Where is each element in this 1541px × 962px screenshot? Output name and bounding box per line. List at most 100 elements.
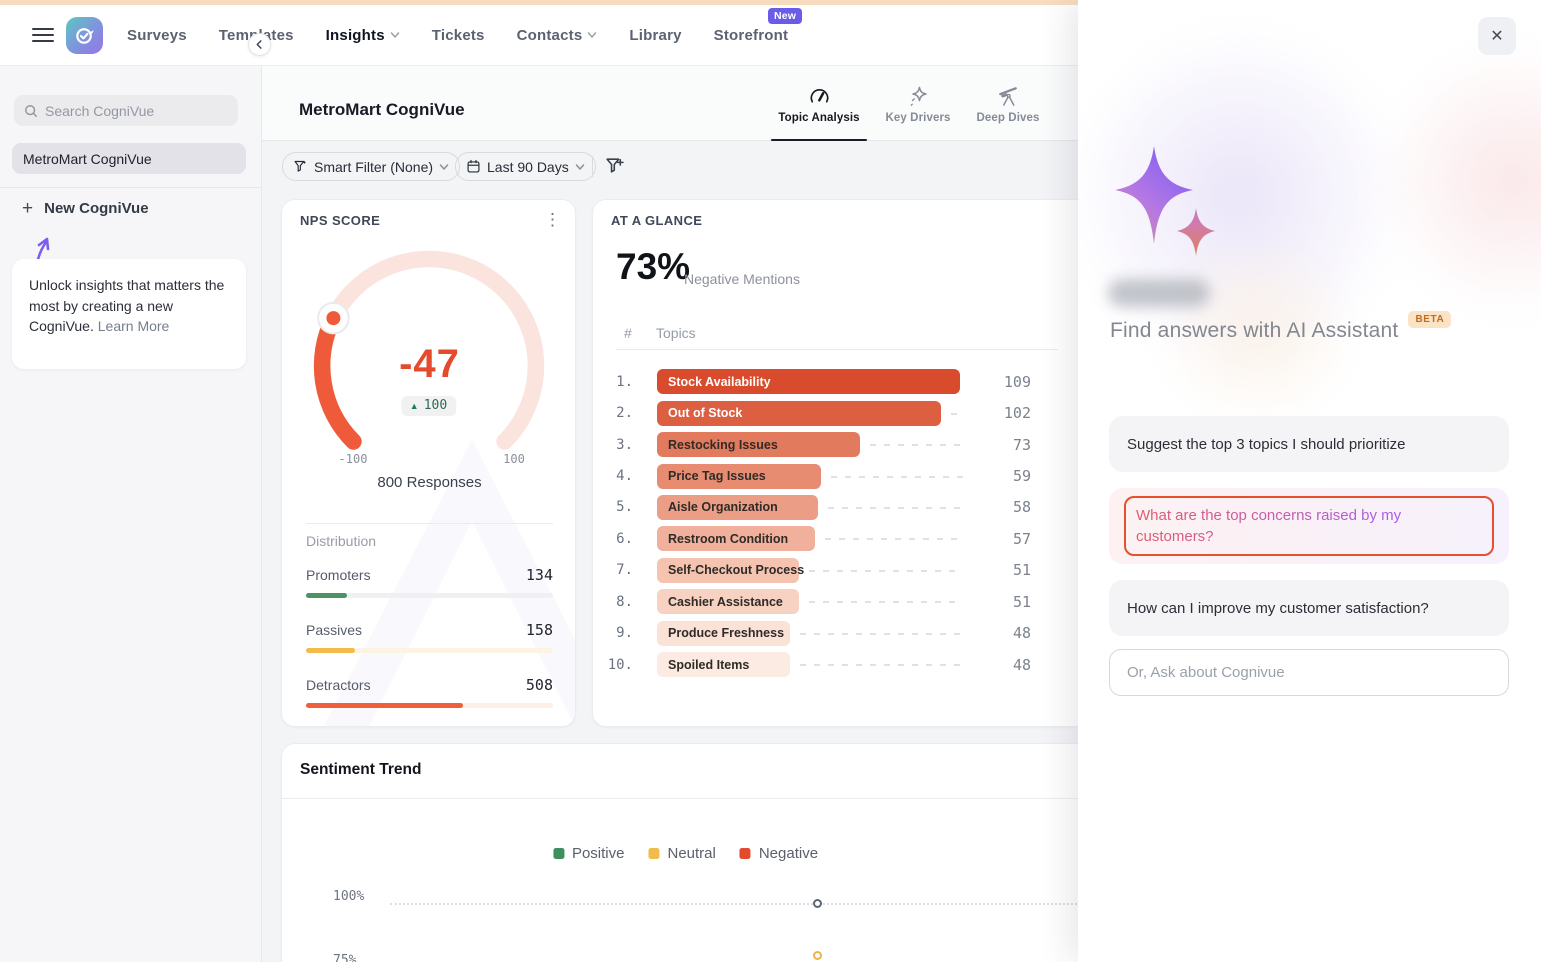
chevron-down-icon [575,163,584,170]
leader-line [828,506,963,509]
smart-filter-button[interactable]: Smart Filter (None) [282,152,461,181]
nav-item-label: Storefront [713,26,789,44]
topic-row-self-checkout-process: 7. Self-Checkout Process 51 [593,555,1089,586]
distribution-label: Passives [306,622,363,638]
suggestion-chip[interactable]: How can I improve my customer satisfacti… [1109,580,1509,636]
topic-bar-area: Restocking Issues [657,432,963,458]
y-tick-75: 75% [333,953,357,962]
topic-rank: 3. [616,436,633,453]
background-blob [1138,250,1378,410]
legend-label: Neutral [667,845,716,862]
leader-line [831,475,963,478]
topic-rank: 9. [616,625,633,642]
nps-delta-value: 100 [423,398,448,413]
topic-value: 102 [1003,404,1031,423]
suggestion-text: Suggest the top 3 topics I should priori… [1127,435,1406,453]
leader-line [809,569,963,572]
search-input[interactable] [45,102,215,119]
sidebar-item-metromart[interactable]: MetroMart CogniVue [12,143,246,174]
distribution-bar-fill [306,703,463,708]
topic-bar[interactable]: Restocking Issues [657,432,860,458]
learn-more-link[interactable]: Learn More [97,318,170,334]
topic-bar-area: Self-Checkout Process [657,557,963,583]
new-cognivue-button[interactable]: + New CogniVue [22,199,149,218]
nps-score-card: NPS SCORE ⋮ -47 ▲ 100 -100 100 800 Respo… [281,199,576,727]
sidebar-collapse-button[interactable] [248,33,271,56]
leader-line [825,538,963,541]
sidebar: MetroMart CogniVue + New CogniVue Unlock… [0,66,262,962]
kebab-menu-icon[interactable]: ⋮ [544,210,561,229]
topic-bar[interactable]: Produce Freshness [657,620,790,646]
topic-value: 57 [1012,529,1031,548]
nav-item-label: Library [629,26,682,44]
gauge-icon [764,84,874,108]
sidebar-divider [0,187,262,188]
nav-item-surveys[interactable]: Surveys [127,27,187,44]
distribution-value: 508 [525,676,553,694]
date-range-button[interactable]: Last 90 Days [455,152,596,181]
negative-mentions-pct: 73% [616,246,691,287]
sentiment-trend-card: Sentiment Trend Positive Neutral Negative … [281,743,1090,962]
nav-item-contacts[interactable]: Contacts [517,27,598,44]
topic-bar[interactable]: Price Tag Issues [657,463,821,489]
date-range-label: Last 90 Days [487,158,569,175]
glance-divider [616,349,1058,350]
topic-bar[interactable]: Self-Checkout Process [657,557,804,583]
tab-topic-analysis[interactable]: Topic Analysis [764,84,874,124]
redacted-text-blur [1108,279,1210,307]
app-logo[interactable] [66,16,103,54]
nav-item-label: Contacts [516,26,583,44]
chevron-down-icon [587,30,597,40]
new-badge: New [767,7,803,24]
nav-item-library[interactable]: Library [629,27,681,44]
topic-rank: 1. [616,373,633,390]
leader-line [800,664,963,667]
topic-rank: 4. [616,468,633,485]
topic-bar[interactable]: Restroom Condition [657,526,815,552]
nps-card-title: NPS SCORE [300,213,381,228]
topic-row-stock-availability: 1. Stock Availability 109 [593,366,1089,397]
beta-badge: BETA [1408,311,1452,328]
nav-item-label: Insights [325,26,385,44]
distribution-bar-fill [306,648,355,653]
ai-sparkles-icon [1115,146,1215,256]
glance-card-title: AT A GLANCE [611,213,703,228]
close-panel-button[interactable]: ✕ [1478,17,1516,55]
topic-rank: 10. [607,656,633,673]
topic-row-restocking-issues: 3. Restocking Issues 73 [593,429,1089,460]
tab-deep-dives[interactable]: Deep Dives [953,84,1063,124]
tab-key-drivers[interactable]: Key Drivers [863,84,973,124]
suggestion-chip-highlighted[interactable]: What are the top concerns raised by my c… [1109,488,1509,564]
hamburger-menu-icon[interactable] [32,27,54,43]
topic-bar-area: Produce Freshness [657,620,963,646]
nav-item-insights[interactable]: Insights [326,27,400,44]
topic-value: 48 [1012,624,1031,643]
nav-item-tickets[interactable]: Tickets [432,27,485,44]
telescope-icon [953,84,1063,108]
nav-item-storefront[interactable]: Storefront New [713,7,803,44]
nps-delta-badge: ▲ 100 [400,396,457,416]
add-filter-icon[interactable] [604,155,625,181]
legend-item-negative[interactable]: Negative [739,845,818,862]
negative-mentions-label: Negative Mentions [684,271,800,287]
nav-items: SurveysTemplatesInsightsTicketsContactsL… [127,7,803,44]
topic-bar[interactable]: Stock Availability [657,369,960,395]
distribution-row-promoters: Promoters 134 [306,566,553,598]
topic-bar-area: Aisle Organization [657,494,963,520]
suggestion-chip[interactable]: Suggest the top 3 topics I should priori… [1109,416,1509,472]
topic-row-price-tag-issues: 4. Price Tag Issues 59 [593,460,1089,491]
gridline-100 [390,903,1089,905]
ask-cognivue-input[interactable] [1109,649,1509,696]
at-a-glance-card: AT A GLANCE 73% Negative Mentions # Topi… [592,199,1090,727]
legend-item-positive[interactable]: Positive [552,845,624,862]
topic-bar[interactable]: Cashier Assistance [657,589,799,615]
suggestion-text: What are the top concerns raised by my c… [1136,505,1482,547]
topic-bar[interactable]: Spoiled Items [657,652,790,678]
topic-row-produce-freshness: 9. Produce Freshness 48 [593,618,1089,649]
distribution-bar-track [306,703,553,708]
topic-bar[interactable]: Aisle Organization [657,494,818,520]
legend-item-neutral[interactable]: Neutral [648,845,716,862]
topic-bar[interactable]: Out of Stock [657,400,941,426]
topic-bar-area: Cashier Assistance [657,589,963,615]
